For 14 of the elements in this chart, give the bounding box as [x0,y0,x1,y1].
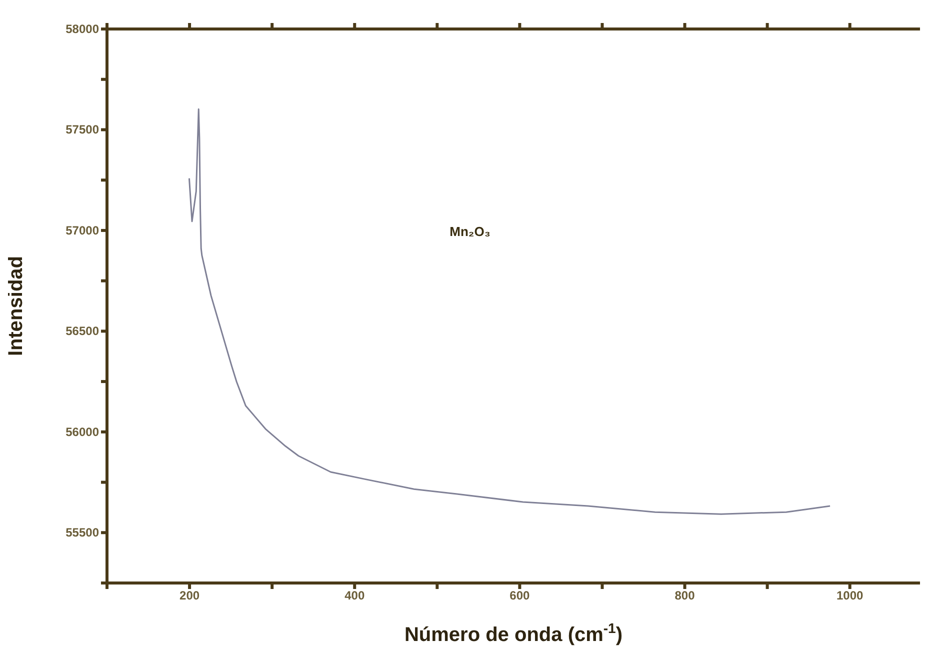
x-tick-label: 200 [180,588,200,603]
x-tick-label: 800 [674,588,696,603]
y-tick-label: 55500 [66,526,100,540]
x-tick-label: 1000 [836,588,864,603]
line-series [188,108,831,515]
x-tick-label: 600 [510,588,530,603]
x-axis-title: Número de onda (cm$^{-1}$) [404,620,623,646]
y-tick-label: 56500 [66,324,100,338]
y-tick-label: 58000 [66,22,100,36]
annotation: Mn₂O₃ [450,224,490,239]
y-tick-label: 56000 [66,424,100,439]
x-tick-label: 400 [344,588,365,603]
y-tick-label: 57500 [66,122,100,137]
y-tick-label: 57000 [66,223,100,238]
